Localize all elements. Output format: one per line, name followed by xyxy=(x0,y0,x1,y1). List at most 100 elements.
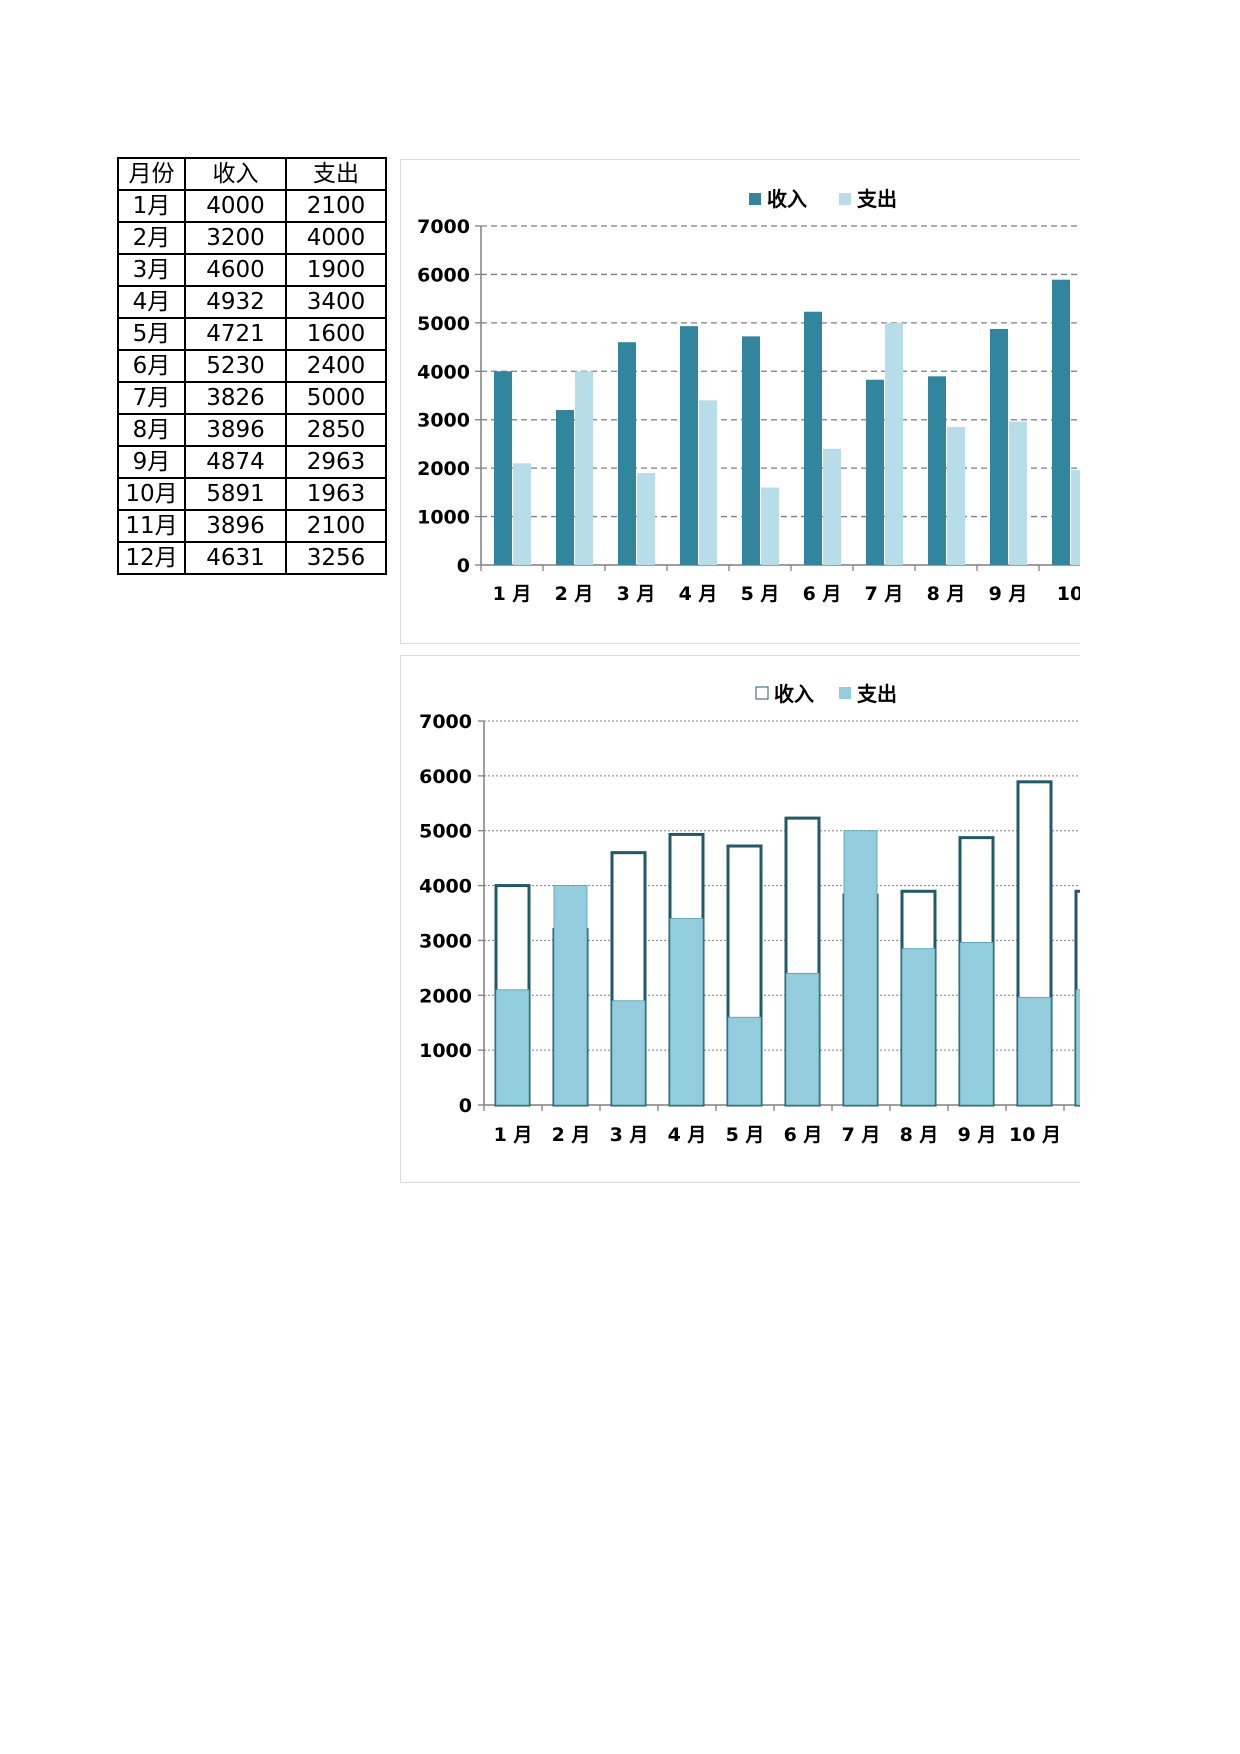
x-tick-label: 9 月 xyxy=(958,1124,997,1146)
table-row: 2月 3200 4000 xyxy=(117,221,387,255)
bar-expense xyxy=(637,472,655,565)
table-row: 11月 3896 2100 xyxy=(117,509,387,543)
table-row: 8月 3896 2850 xyxy=(117,413,387,447)
chart-income-expense-clustered: 收入 支出 0 1000 2000 3000 4000 5000 6000 7000 1 月 2 月 3… xyxy=(400,159,1141,644)
table-cell: 5000 xyxy=(285,381,387,415)
table-cell: 6月 xyxy=(117,349,186,383)
bar-income xyxy=(990,328,1008,565)
table-row: 12月 4631 3256 xyxy=(117,541,387,575)
table-cell: 11月 xyxy=(117,509,186,543)
y-tick-label: 5000 xyxy=(417,313,470,335)
bar-expense xyxy=(901,948,936,1106)
x-tick-label: 5 月 xyxy=(726,1124,765,1146)
table-row: 5月 4721 1600 xyxy=(117,317,387,351)
y-tick-label: 0 xyxy=(459,1095,472,1117)
x-tick-label: 1 月 xyxy=(494,1124,533,1146)
table-row: 4月 4932 3400 xyxy=(117,285,387,319)
x-tick-label: 10 月 xyxy=(1009,1124,1061,1146)
bar-income xyxy=(928,376,946,565)
bar-income xyxy=(680,326,698,565)
y-tick-label: 7000 xyxy=(419,711,472,733)
y-tick-label: 1000 xyxy=(419,1040,472,1062)
table-cell: 1900 xyxy=(285,253,387,287)
y-tick-label: 0 xyxy=(457,555,470,577)
x-tick-label: 2 月 xyxy=(555,583,594,605)
table-cell: 5月 xyxy=(117,317,186,351)
x-tick-label: 4 月 xyxy=(668,1124,707,1146)
x-tick-label: 3 月 xyxy=(617,583,656,605)
bar-expense xyxy=(1017,996,1052,1106)
table-cell: 4000 xyxy=(285,221,387,255)
x-tick-label: 4 月 xyxy=(679,583,718,605)
table-cell: 1月 xyxy=(117,189,186,223)
bar-expense xyxy=(761,487,779,565)
chart2-svg: 收入 支出 0 1000 2000 3000 4000 5000 6000 7000 1 月 2 月 3… xyxy=(419,682,1141,1146)
x-tick-label: 10 xyxy=(1057,583,1083,605)
data-table: 月份 收入 支出 1月 4000 2100 2月 3200 4000 3月 4600 1900 4月 49… xyxy=(117,157,387,575)
legend-label: 支出 xyxy=(857,187,897,211)
x-tick-label: 5 月 xyxy=(741,583,780,605)
table-row: 7月 3826 5000 xyxy=(117,381,387,415)
legend-label: 收入 xyxy=(774,682,814,706)
table-cell: 3200 xyxy=(184,221,287,255)
x-tick-label: 7 月 xyxy=(865,583,904,605)
y-tick-label: 5000 xyxy=(419,821,472,843)
y-tick-label: 4000 xyxy=(417,361,470,383)
table-cell: 4631 xyxy=(184,541,287,575)
x-tick-label: 7 月 xyxy=(842,1124,881,1146)
bar-expense xyxy=(575,371,593,565)
table-cell: 4721 xyxy=(184,317,287,351)
y-tick-label: 4000 xyxy=(419,876,472,898)
bar-income xyxy=(866,379,884,565)
bar-income xyxy=(556,410,574,565)
bar-expense xyxy=(727,1016,762,1106)
x-tick-label: 6 月 xyxy=(803,583,842,605)
table-cell: 5891 xyxy=(184,477,287,511)
table-cell: 4月 xyxy=(117,285,186,319)
legend-swatch xyxy=(755,686,769,700)
table-cell: 3896 xyxy=(184,509,287,543)
table-cell: 3826 xyxy=(184,381,287,415)
table-cell: 12月 xyxy=(117,541,186,575)
table-cell: 10月 xyxy=(117,477,186,511)
bar-income xyxy=(742,336,760,565)
bar-expense xyxy=(947,426,965,565)
y-tick-label: 2000 xyxy=(419,985,472,1007)
x-tick-label: 8 月 xyxy=(900,1124,939,1146)
table-header-row: 月份 收入 支出 xyxy=(117,157,387,191)
table-cell: 4000 xyxy=(184,189,287,223)
legend-label: 支出 xyxy=(857,682,897,706)
table-cell: 3256 xyxy=(285,541,387,575)
table-row: 10月 5891 1963 xyxy=(117,477,387,511)
legend-swatch xyxy=(749,193,761,205)
table-cell: 2100 xyxy=(285,509,387,543)
x-tick-label: 2 月 xyxy=(552,1124,591,1146)
table-cell: 收入 xyxy=(184,157,287,191)
legend-swatch xyxy=(839,687,851,699)
bar-expense xyxy=(699,400,717,565)
table-cell: 4874 xyxy=(184,445,287,479)
bar-income xyxy=(804,311,822,565)
bar-expense xyxy=(513,463,531,565)
chart-income-expense-overlap: 收入 支出 0 1000 2000 3000 4000 5000 6000 7000 1 月 2 月 3… xyxy=(400,655,1141,1183)
x-tick-label: 3 月 xyxy=(610,1124,649,1146)
table-cell: 2963 xyxy=(285,445,387,479)
table-row: 6月 5230 2400 xyxy=(117,349,387,383)
table-cell: 4600 xyxy=(184,253,287,287)
table-cell: 1600 xyxy=(285,317,387,351)
y-tick-label: 6000 xyxy=(419,766,472,788)
bar-expense xyxy=(785,972,820,1106)
legend-swatch xyxy=(839,193,851,205)
bar-expense xyxy=(669,918,704,1106)
table-cell: 3月 xyxy=(117,253,186,287)
bar-expense xyxy=(1009,421,1027,565)
bar-expense xyxy=(823,448,841,565)
y-tick-label: 7000 xyxy=(417,216,470,238)
table-cell: 1963 xyxy=(285,477,387,511)
table-cell: 7月 xyxy=(117,381,186,415)
table-cell: 9月 xyxy=(117,445,186,479)
bar-expense xyxy=(495,989,530,1106)
y-tick-label: 3000 xyxy=(417,410,470,432)
table-cell: 3896 xyxy=(184,413,287,447)
table-row: 9月 4874 2963 xyxy=(117,445,387,479)
